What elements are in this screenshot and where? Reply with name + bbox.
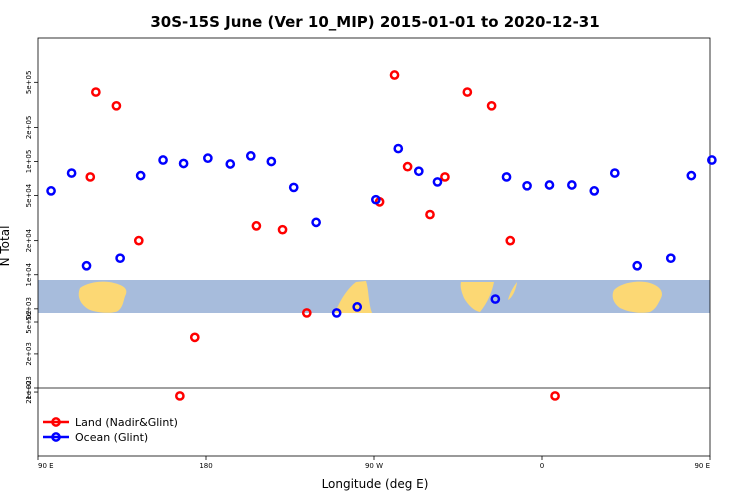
plot-frame — [37, 37, 711, 457]
y-tick-label: 2e+04 — [25, 228, 33, 252]
x-axis-label: Longitude (deg E) — [322, 477, 429, 491]
ocean-point — [288, 182, 299, 193]
ocean-point — [135, 170, 146, 181]
x-tick-label: 90 E — [694, 462, 710, 470]
legend-marker-land — [51, 417, 61, 427]
ocean-point — [115, 253, 125, 264]
ocean-point — [490, 294, 501, 304]
land-point — [91, 87, 101, 97]
land-point — [425, 209, 435, 220]
y-tick-label: 5e+04 — [25, 183, 33, 207]
map-ocean — [38, 280, 710, 313]
ocean-point — [66, 168, 77, 178]
ocean-point — [203, 153, 213, 164]
land-point — [189, 332, 200, 343]
map-strip — [38, 280, 710, 313]
ocean-point — [352, 302, 363, 312]
y-tick-label: 5e+02 — [25, 310, 33, 334]
ocean-point — [46, 186, 56, 196]
map-land-madagascar — [508, 282, 517, 300]
land-point — [111, 100, 122, 111]
land-point — [550, 391, 560, 401]
map-land-africa — [460, 282, 494, 312]
ocean-point — [609, 168, 620, 178]
y-axis: 2e+02 5e+02 1e+03 2e+03 5e+03 1e+04 2e+04 5e+04… — [25, 71, 38, 404]
land-point — [85, 172, 96, 182]
x-tick-label: 90 E — [38, 462, 54, 470]
y-tick-label: 1e+05 — [25, 150, 33, 174]
legend: Land (Nadir&Glint) Ocean (Glint) — [43, 416, 178, 444]
chart-title: 30S-15S June (Ver 10_MIP) 2015-01-01 to … — [150, 13, 599, 31]
land-point — [301, 308, 312, 318]
y-tick-label: 2e+03 — [25, 342, 33, 366]
y-axis-label: N Total — [0, 226, 12, 267]
ocean-point — [225, 159, 236, 169]
y-tick-label: 2e+05 — [25, 116, 33, 140]
land-point — [251, 221, 262, 231]
map-land-australia-right — [612, 281, 662, 313]
ocean-point — [81, 260, 92, 271]
ocean-point — [178, 158, 189, 169]
ocean-point — [589, 186, 600, 196]
land-point — [175, 391, 185, 401]
ocean-point — [686, 170, 697, 181]
map-land-south-america — [335, 281, 372, 313]
land-point — [277, 224, 288, 235]
land-point — [462, 87, 473, 97]
land-point — [440, 172, 450, 182]
land-point — [402, 161, 413, 172]
y-tick-label: 2e+02 — [25, 380, 33, 404]
ocean-point — [158, 155, 168, 165]
x-axis: 90 E 180 90 W 0 90 E — [37, 456, 711, 470]
ocean-point — [413, 166, 424, 177]
y-tick-label: 5e+03 — [25, 297, 33, 321]
ocean-point — [393, 143, 404, 154]
legend-marker-ocean — [51, 432, 61, 442]
ocean-point — [632, 260, 643, 271]
y-tick-label: 1e+03 — [25, 376, 33, 400]
x-tick-label: 90 W — [365, 462, 383, 470]
ocean-point — [501, 172, 512, 182]
ocean-point — [266, 156, 277, 167]
ocean-point — [331, 308, 342, 318]
x-tick-label: 180 — [199, 462, 212, 470]
legend-label-ocean: Ocean (Glint) — [75, 431, 148, 444]
ocean-point — [371, 194, 381, 205]
land-point — [133, 235, 144, 246]
x-tick-label: 0 — [540, 462, 544, 470]
ocean-point — [311, 217, 321, 228]
land-point — [389, 70, 400, 80]
ocean-point — [567, 180, 577, 190]
legend-label-land: Land (Nadir&Glint) — [75, 416, 178, 429]
ocean-point — [432, 177, 443, 187]
y-tick-label: 1e+04 — [25, 262, 33, 286]
ocean-point — [245, 151, 256, 161]
ocean-point — [707, 155, 717, 165]
land-point — [505, 235, 516, 246]
y-tick-label: 5e+05 — [25, 71, 33, 95]
ocean-point — [522, 180, 532, 191]
land-point — [486, 100, 497, 111]
ocean-point — [544, 180, 555, 190]
map-land-australia-left — [78, 281, 127, 313]
ocean-point — [665, 253, 676, 264]
data-points — [46, 70, 717, 401]
